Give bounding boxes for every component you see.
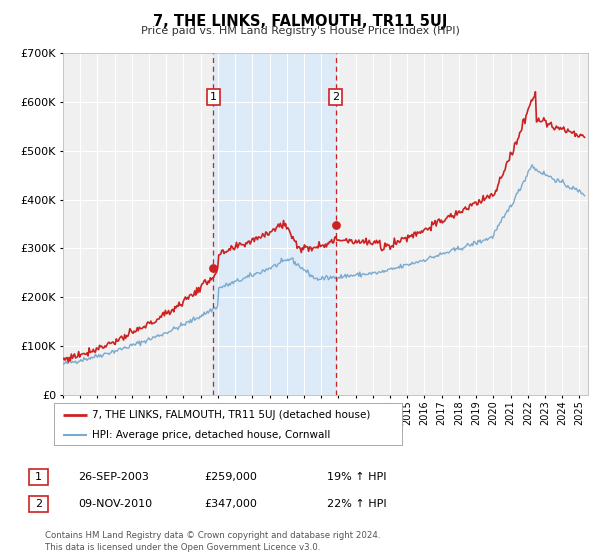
Text: 2: 2 <box>35 499 42 509</box>
Text: 7, THE LINKS, FALMOUTH, TR11 5UJ (detached house): 7, THE LINKS, FALMOUTH, TR11 5UJ (detach… <box>92 410 371 420</box>
Text: HPI: Average price, detached house, Cornwall: HPI: Average price, detached house, Corn… <box>92 430 331 440</box>
Point <box>208 264 218 273</box>
Text: 1: 1 <box>210 92 217 102</box>
Text: 19% ↑ HPI: 19% ↑ HPI <box>327 472 386 482</box>
Text: 22% ↑ HPI: 22% ↑ HPI <box>327 499 386 509</box>
Text: 7, THE LINKS, FALMOUTH, TR11 5UJ: 7, THE LINKS, FALMOUTH, TR11 5UJ <box>153 14 447 29</box>
Text: 1: 1 <box>35 472 42 482</box>
Point <box>331 221 341 230</box>
Text: Price paid vs. HM Land Registry's House Price Index (HPI): Price paid vs. HM Land Registry's House … <box>140 26 460 36</box>
Text: Contains HM Land Registry data © Crown copyright and database right 2024.
This d: Contains HM Land Registry data © Crown c… <box>45 531 380 552</box>
Text: 2: 2 <box>332 92 340 102</box>
Text: £347,000: £347,000 <box>204 499 257 509</box>
Text: 26-SEP-2003: 26-SEP-2003 <box>78 472 149 482</box>
Bar <box>213 53 336 395</box>
Text: 09-NOV-2010: 09-NOV-2010 <box>78 499 152 509</box>
Text: £259,000: £259,000 <box>204 472 257 482</box>
